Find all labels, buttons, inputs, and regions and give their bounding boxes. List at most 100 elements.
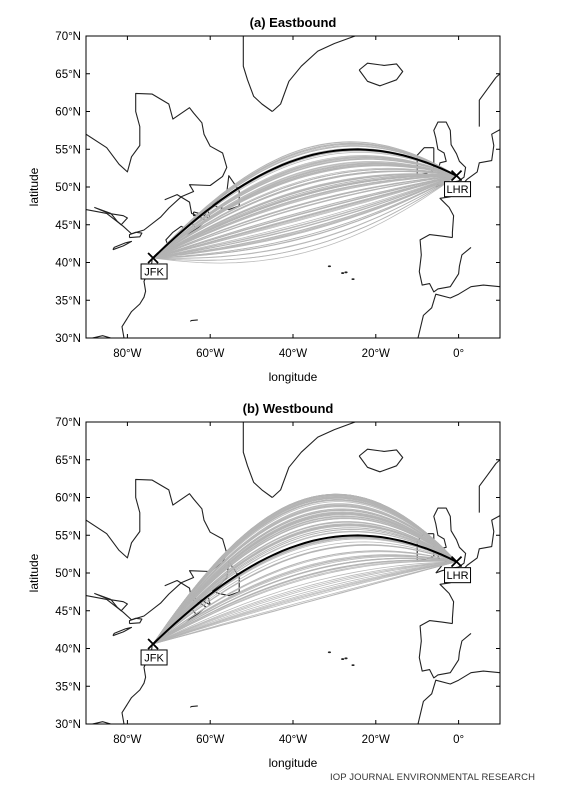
x-tick-label: 40°W (279, 734, 307, 746)
flight-track (152, 561, 457, 645)
flight-track (152, 155, 457, 259)
flight-track (152, 141, 457, 259)
map-panel-westbound: (b) Westbound 70°N 65°N 60°N 55°N 50°N 45°N 40… (27, 401, 501, 770)
coastline (90, 194, 207, 338)
coastline (271, 422, 356, 498)
coastline (94, 206, 128, 226)
great-circle-route (152, 148, 457, 259)
flight-track (152, 503, 457, 645)
airport-label: LHR (447, 570, 469, 582)
flight-track (152, 175, 457, 259)
flight-track (153, 175, 457, 261)
flight-track (153, 175, 457, 259)
flight-track (153, 175, 457, 264)
flight-track (152, 513, 457, 645)
y-tick-label: 35°N (55, 681, 81, 693)
airport-label-box (444, 567, 472, 584)
airport-markers: JFK LHR (140, 170, 472, 280)
flight-track (152, 561, 457, 645)
coastline (417, 284, 500, 338)
flight-track (153, 175, 457, 259)
coastline (112, 240, 133, 251)
flight-track (152, 161, 457, 259)
flight-track (152, 145, 457, 259)
coastline (358, 448, 404, 473)
flight-track (152, 561, 457, 645)
flight-track (152, 175, 457, 259)
flight-tracks (152, 493, 457, 645)
airport-label: JFK (144, 652, 164, 664)
flight-track (152, 175, 457, 259)
flight-track (153, 175, 457, 259)
x-axis-label: longitude (269, 756, 318, 770)
flight-track (152, 554, 457, 645)
y-tick-label: 40°N (55, 644, 81, 656)
y-tick-label: 70°N (55, 417, 81, 429)
flight-track (152, 510, 457, 645)
flight-tracks (152, 141, 457, 264)
y-tick-label: 60°N (55, 107, 81, 119)
airport-label-box (140, 263, 168, 280)
y-axis-label: latitude (27, 553, 41, 592)
panel-title: (a) Eastbound (250, 15, 337, 30)
airport-label: LHR (447, 184, 469, 196)
island (351, 664, 355, 667)
flight-track (152, 508, 457, 645)
flight-track (152, 559, 457, 645)
flight-track (152, 560, 457, 645)
flight-track (152, 537, 457, 645)
flight-track (152, 170, 457, 259)
flight-track (152, 561, 457, 645)
airport-markers: JFK LHR (140, 556, 472, 666)
airport-marker (450, 170, 463, 182)
flight-track (152, 541, 457, 645)
flight-track (152, 499, 457, 645)
airport-label-box (444, 181, 472, 198)
flight-track (152, 144, 457, 259)
flight-track (153, 175, 457, 259)
flight-track (152, 143, 457, 259)
flight-track (152, 561, 457, 645)
flight-track (152, 174, 457, 259)
island (327, 651, 332, 654)
x-axis-label: longitude (269, 370, 318, 384)
flight-track (152, 175, 457, 259)
island (327, 265, 332, 268)
coastline (242, 422, 273, 498)
flight-track (152, 561, 457, 645)
y-tick-label: 30°N (55, 333, 81, 345)
panel-title: (b) Westbound (243, 401, 334, 416)
coastline (86, 92, 228, 235)
airport-label-box (140, 649, 168, 666)
flight-track (152, 557, 457, 645)
flight-track (152, 518, 457, 645)
coastline (478, 73, 500, 127)
coastline (417, 670, 500, 724)
x-axis-ticks: 80°W 60°W 40°W 20°W 0° (113, 422, 464, 746)
y-tick-label: 55°N (55, 144, 81, 156)
airport-marker (147, 252, 159, 264)
flight-track (152, 156, 457, 259)
coastline (418, 620, 472, 679)
y-axis-label: latitude (27, 167, 41, 206)
y-tick-label: 45°N (55, 220, 81, 232)
coastline (466, 515, 500, 566)
flight-track (152, 561, 457, 645)
flight-track (152, 561, 457, 645)
x-tick-label: 20°W (362, 734, 390, 746)
y-axis-ticks: 70°N 65°N 60°N 55°N 50°N 45°N 40°N 35°N 30°N (55, 417, 500, 731)
y-tick-label: 35°N (55, 295, 81, 307)
y-tick-label: 40°N (55, 258, 81, 270)
coastline (242, 36, 273, 112)
y-tick-label: 60°N (55, 493, 81, 505)
flight-track (152, 175, 457, 259)
flight-track (152, 173, 457, 259)
flight-track (152, 554, 457, 645)
flight-track (153, 175, 457, 259)
y-tick-label: 65°N (55, 455, 81, 467)
island (341, 658, 345, 660)
flight-track (152, 511, 457, 645)
map-panel-eastbound: (a) Eastbound 70°N 65°N 60°N 55°N 50°N 45°N 40… (27, 15, 501, 384)
x-axis-ticks: 80°W 60°W 40°W 20°W 0° (113, 36, 464, 360)
flight-track (152, 175, 457, 259)
